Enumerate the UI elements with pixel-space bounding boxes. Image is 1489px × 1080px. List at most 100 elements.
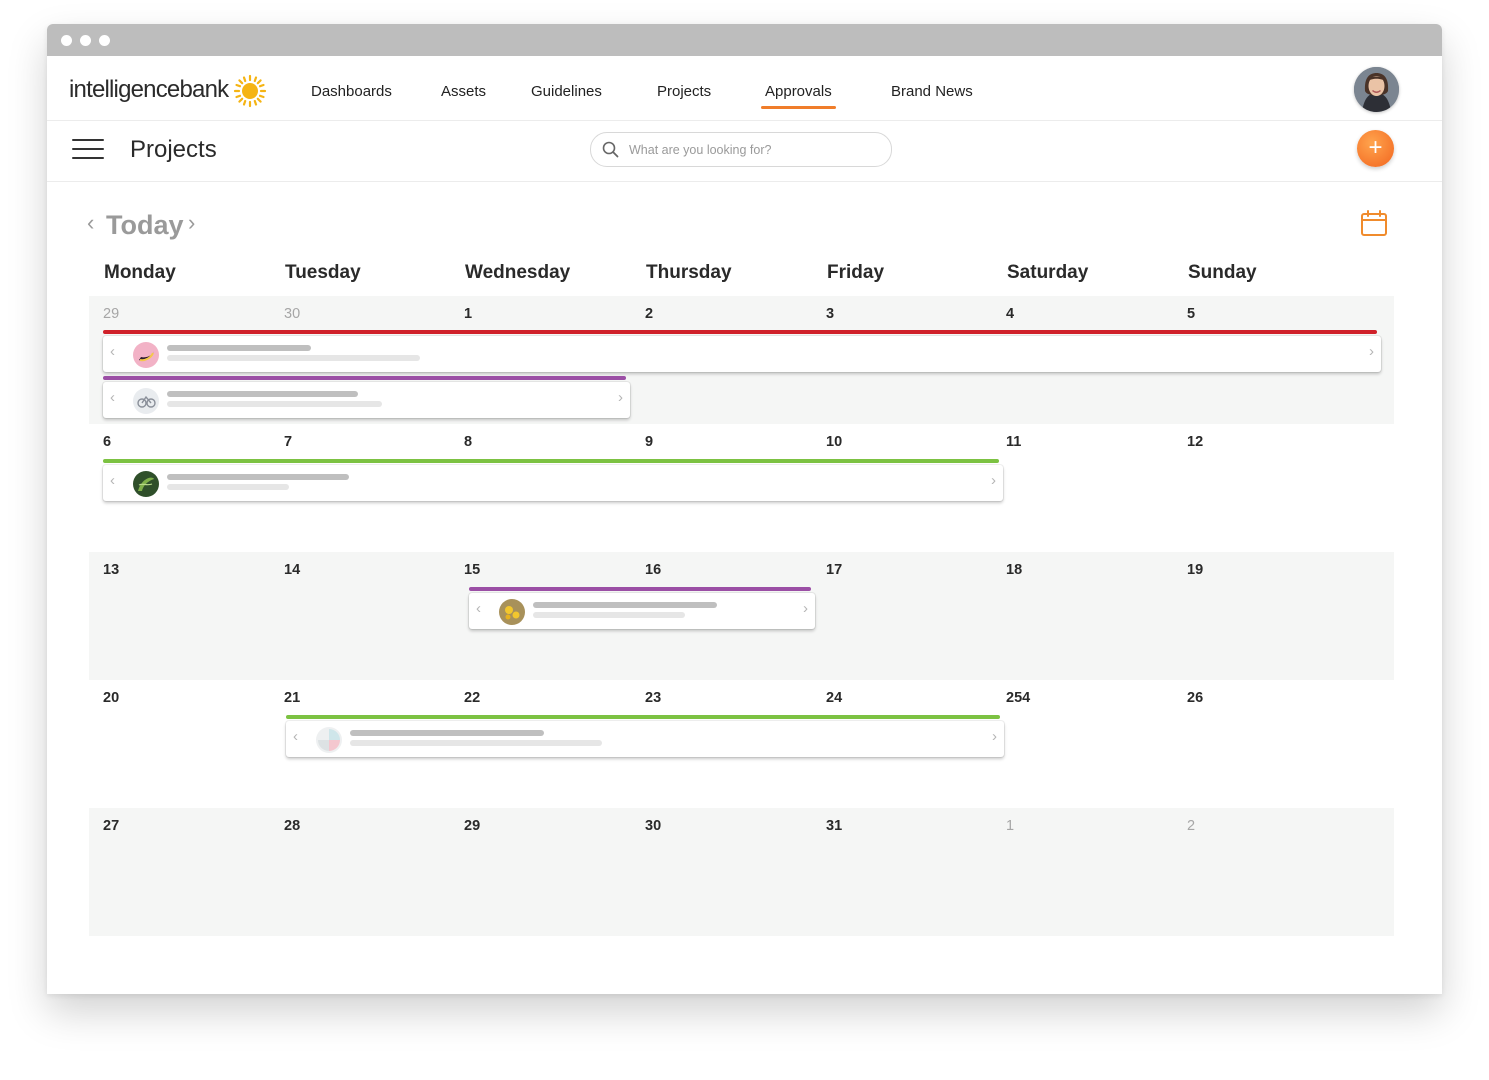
previous-period-icon[interactable]: ‹ [87, 210, 95, 235]
brand-logo-text: intelligencebank [69, 76, 229, 103]
event-subtitle-placeholder [167, 484, 289, 490]
event-subtitle-placeholder [167, 355, 420, 361]
date-cell[interactable]: 29 [103, 306, 120, 322]
date-cell[interactable]: 29 [464, 818, 481, 834]
project-thumbnail [133, 342, 159, 368]
page-toolbar: Projects + [47, 121, 1442, 182]
window-minimize-dot[interactable] [80, 35, 91, 46]
date-cell[interactable]: 10 [826, 434, 843, 450]
event-color-bar [469, 587, 811, 591]
date-cell[interactable]: 24 [826, 690, 843, 706]
chevron-left-icon[interactable]: ‹ [110, 389, 115, 406]
date-cell[interactable]: 30 [645, 818, 662, 834]
today-button[interactable]: Today [106, 210, 184, 240]
date-cell[interactable]: 26 [1187, 690, 1204, 706]
date-cell[interactable]: 30 [284, 306, 301, 322]
date-cell[interactable]: 11 [1006, 434, 1022, 450]
event-title-placeholder [167, 474, 349, 480]
date-cell[interactable]: 16 [645, 562, 662, 578]
event-subtitle-placeholder [533, 612, 685, 618]
date-cell[interactable]: 18 [1006, 562, 1023, 578]
weekday-header: Monday [104, 262, 176, 283]
page-title: Projects [130, 136, 217, 163]
calendar-grid: 29 30 1 2 3 4 5 6 7 8 9 10 11 12 13 14 1… [89, 296, 1394, 994]
date-cell[interactable]: 2 [645, 306, 654, 322]
date-cell[interactable]: 12 [1187, 434, 1204, 450]
add-button[interactable]: + [1357, 130, 1394, 167]
date-cell[interactable]: 7 [284, 434, 293, 450]
date-cell[interactable]: 17 [826, 562, 843, 578]
nav-dashboards[interactable]: Dashboards [311, 83, 392, 100]
top-navigation: intelligencebank [47, 56, 1442, 121]
project-event[interactable]: ‹ › [103, 330, 1381, 372]
chevron-right-icon[interactable]: › [991, 472, 996, 489]
chevron-left-icon[interactable]: ‹ [110, 343, 115, 360]
date-cell[interactable]: 9 [645, 434, 654, 450]
event-title-placeholder [167, 345, 311, 351]
date-cell[interactable]: 8 [464, 434, 473, 450]
date-cell[interactable]: 28 [284, 818, 301, 834]
chevron-right-icon[interactable]: › [992, 728, 997, 745]
chevron-right-icon[interactable]: › [803, 600, 808, 617]
date-cell[interactable]: 1 [464, 306, 473, 322]
date-cell[interactable]: 2 [1187, 818, 1196, 834]
project-event[interactable]: ‹ › [103, 459, 1003, 501]
date-cell[interactable]: 23 [645, 690, 662, 706]
chevron-right-icon[interactable]: › [1369, 343, 1374, 360]
search-input[interactable] [627, 140, 881, 160]
project-event[interactable]: ‹ › [103, 376, 630, 418]
date-cell[interactable]: 27 [103, 818, 120, 834]
event-color-bar [103, 330, 1377, 334]
weekday-header: Saturday [1007, 262, 1089, 283]
menu-icon[interactable] [72, 139, 104, 161]
chevron-left-icon[interactable]: ‹ [110, 472, 115, 489]
weekday-header: Tuesday [285, 262, 361, 283]
date-cell[interactable]: 31 [826, 818, 843, 834]
date-cell[interactable]: 5 [1187, 306, 1196, 322]
date-cell[interactable]: 14 [284, 562, 301, 578]
date-cell[interactable]: 21 [284, 690, 301, 706]
user-photo-icon [1354, 67, 1399, 112]
calendar-icon[interactable] [1360, 210, 1388, 238]
chevron-left-icon[interactable]: ‹ [293, 728, 298, 745]
chevron-left-icon[interactable]: ‹ [476, 600, 481, 617]
window-close-dot[interactable] [61, 35, 72, 46]
weekday-header: Thursday [646, 262, 732, 283]
user-avatar[interactable] [1354, 67, 1399, 112]
project-event[interactable]: ‹ › [286, 715, 1004, 757]
browser-titlebar [47, 24, 1442, 56]
search-box[interactable] [590, 132, 892, 167]
date-cell[interactable]: 6 [103, 434, 112, 450]
project-thumbnail [499, 599, 525, 625]
window-maximize-dot[interactable] [99, 35, 110, 46]
date-cell[interactable]: 22 [464, 690, 481, 706]
project-thumbnail [133, 471, 159, 497]
nav-projects[interactable]: Projects [657, 83, 712, 100]
nav-brand-news[interactable]: Brand News [891, 83, 973, 100]
browser-window: intelligencebank [47, 24, 1442, 994]
nav-guidelines[interactable]: Guidelines [531, 83, 602, 100]
next-period-icon[interactable]: › [188, 210, 196, 235]
weekday-header: Friday [827, 262, 885, 283]
date-cell[interactable]: 4 [1006, 306, 1015, 322]
calendar-week: 27 28 29 30 31 1 2 [89, 808, 1394, 936]
event-subtitle-placeholder [350, 740, 602, 746]
nav-assets[interactable]: Assets [441, 83, 487, 100]
date-cell[interactable]: 15 [464, 562, 481, 578]
calendar-week: 6 7 8 9 10 11 12 [89, 424, 1394, 552]
date-cell[interactable]: 13 [103, 562, 120, 578]
event-color-bar [286, 715, 1000, 719]
event-title-placeholder [350, 730, 544, 736]
nav-approvals[interactable]: Approvals [761, 83, 836, 109]
event-title-placeholder [167, 391, 358, 397]
date-cell[interactable]: 1 [1006, 818, 1015, 834]
date-cell[interactable]: 20 [103, 690, 120, 706]
date-cell[interactable]: 254 [1006, 690, 1031, 706]
event-subtitle-placeholder [167, 401, 382, 407]
date-cell[interactable]: 3 [826, 306, 835, 322]
event-color-bar [103, 376, 626, 380]
date-cell[interactable]: 19 [1187, 562, 1204, 578]
event-color-bar [103, 459, 999, 463]
project-event[interactable]: ‹ › [469, 587, 815, 629]
chevron-right-icon[interactable]: › [618, 389, 623, 406]
